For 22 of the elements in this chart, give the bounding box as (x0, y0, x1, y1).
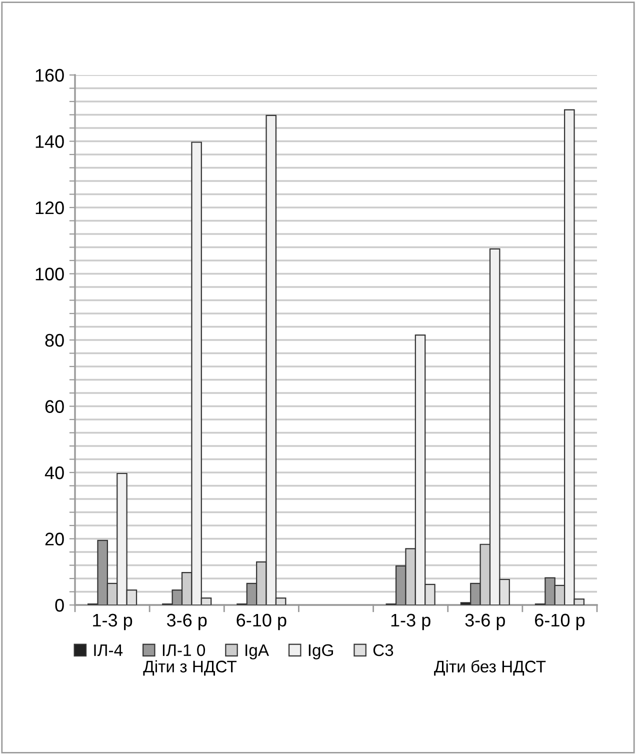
x-tick-label: 6-10 р (236, 614, 286, 630)
x-tick-label: 1-3 р (93, 614, 132, 630)
y-tick-label: 100 (36, 268, 64, 280)
legend-label: IgG (308, 644, 333, 660)
text: Діти без НДСТ (434, 660, 546, 676)
y-tick-label: 120 (36, 201, 64, 214)
y-tick-label: 60 (45, 400, 64, 413)
x-tick-label: 1-3 р (391, 614, 430, 630)
y-tick-label: 0 (55, 598, 64, 612)
text: Діти з НДСТ (143, 660, 237, 676)
x-tick-label: 6-10 р (535, 614, 585, 630)
y-tick-label: 80 (45, 334, 64, 347)
legend-label: C3 (373, 644, 394, 656)
x-tick-label: 3-6 р (465, 614, 505, 630)
y-tick-label: 140 (36, 135, 64, 148)
y-tick-label: 40 (44, 466, 64, 480)
legend-label: IgA (246, 644, 269, 660)
legend-label: ІЛ-4 (94, 644, 123, 656)
x-tick-label: 3-6 р (166, 614, 207, 630)
legend-label: ІЛ-1 0 (162, 644, 206, 656)
y-tick-label: 160 (36, 68, 64, 82)
y-tick-label: 20 (45, 532, 64, 546)
